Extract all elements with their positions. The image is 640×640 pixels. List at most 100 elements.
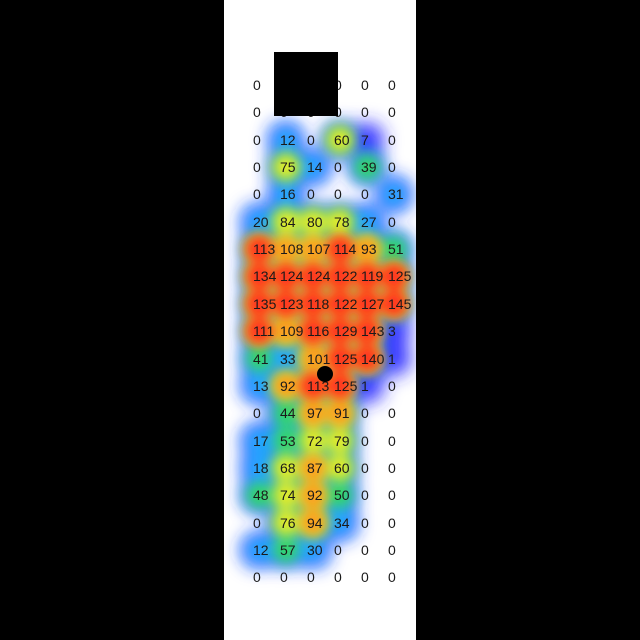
pressure-cell: 0 xyxy=(307,131,315,148)
pressure-cell: 92 xyxy=(307,487,323,504)
heat-blob xyxy=(245,207,273,236)
heat-blob xyxy=(327,126,353,153)
pressure-value-grid: 0000000000000120607007514039001600031208… xyxy=(224,0,416,640)
heat-blob xyxy=(273,536,299,563)
pressure-cell: 113 xyxy=(253,241,276,258)
heat-blob xyxy=(300,427,326,454)
pressure-cell: 18 xyxy=(253,459,269,476)
heat-blob xyxy=(326,508,354,537)
pressure-cell: 17 xyxy=(253,432,269,449)
pressure-cell: 111 xyxy=(253,323,275,340)
pressure-cell: 3 xyxy=(388,323,396,340)
pressure-cell: 0 xyxy=(361,432,369,449)
pressure-cell: 84 xyxy=(280,213,296,230)
pressure-cell: 0 xyxy=(388,541,396,558)
pressure-cell: 0 xyxy=(307,569,315,586)
pressure-cell: 108 xyxy=(280,241,304,258)
heat-blob xyxy=(327,345,353,372)
pressure-cell: 12 xyxy=(253,541,269,558)
pressure-cell: 0 xyxy=(388,487,396,504)
heat-blob xyxy=(327,427,353,454)
pressure-cell: 0 xyxy=(388,569,396,586)
pressure-cell: 31 xyxy=(388,186,404,203)
pressure-cell: 0 xyxy=(361,104,369,121)
heat-blob xyxy=(381,290,407,317)
heat-blob xyxy=(354,345,380,372)
pressure-cell: 143 xyxy=(361,323,385,340)
pressure-cell: 0 xyxy=(280,569,288,586)
pressure-cell: 75 xyxy=(280,159,296,176)
pressure-cell: 0 xyxy=(253,569,261,586)
pressure-cell: 27 xyxy=(361,213,377,230)
pressure-cell: 78 xyxy=(334,213,350,230)
pressure-cell: 140 xyxy=(361,350,385,367)
pressure-cell: 0 xyxy=(361,186,369,203)
heat-blob xyxy=(245,535,273,564)
pressure-cell: 0 xyxy=(253,405,261,422)
pressure-cell: 39 xyxy=(361,159,377,176)
pressure-cell: 0 xyxy=(361,405,369,422)
heat-blob xyxy=(377,341,411,376)
pressure-cell: 0 xyxy=(253,77,261,93)
pressure-cell: 44 xyxy=(280,405,296,422)
heat-blob xyxy=(273,290,299,317)
heat-blob xyxy=(354,290,380,317)
heat-blob xyxy=(327,482,353,509)
pressure-cell: 80 xyxy=(307,213,323,230)
pressure-cell: 0 xyxy=(334,186,342,203)
pressure-cell: 0 xyxy=(361,541,369,558)
heat-blob xyxy=(273,236,299,263)
pressure-cell: 0 xyxy=(334,159,342,176)
pressure-map-panel: 0000000000000120607007514039001600031208… xyxy=(224,0,416,640)
heat-blob xyxy=(245,371,273,400)
pressure-cell: 13 xyxy=(253,377,269,394)
pressure-cell: 113 xyxy=(307,377,330,394)
pressure-cell: 51 xyxy=(388,241,404,258)
pressure-cell: 76 xyxy=(280,514,296,531)
pressure-cell: 0 xyxy=(388,104,396,121)
heat-blob xyxy=(350,368,384,403)
heat-blob xyxy=(273,208,299,235)
heat-blob xyxy=(300,345,326,372)
heat-blob xyxy=(273,154,299,181)
heat-blob xyxy=(300,236,326,263)
heat-blob xyxy=(273,454,299,481)
heat-blob xyxy=(273,509,299,536)
pressure-cell: 101 xyxy=(307,350,331,367)
pressure-cell: 50 xyxy=(334,487,350,504)
heatmap-overlay xyxy=(242,122,411,567)
pressure-cell: 92 xyxy=(280,377,296,394)
heat-blob xyxy=(327,372,353,399)
pressure-cell: 0 xyxy=(361,487,369,504)
pressure-cell: 57 xyxy=(280,541,296,558)
pressure-cell: 1 xyxy=(361,377,369,394)
pressure-cell: 124 xyxy=(280,268,304,285)
pressure-cell: 0 xyxy=(388,159,396,176)
pressure-cell: 145 xyxy=(388,295,412,312)
pressure-cell: 125 xyxy=(334,350,358,367)
pressure-cell: 12 xyxy=(280,131,296,148)
pressure-cell: 0 xyxy=(388,131,396,148)
pressure-cell: 53 xyxy=(280,432,296,449)
pressure-cell: 0 xyxy=(334,569,342,586)
heat-blob xyxy=(273,400,299,427)
heat-blob xyxy=(273,372,299,399)
pressure-cell: 0 xyxy=(388,459,396,476)
pressure-cell: 0 xyxy=(388,514,396,531)
pressure-cell: 0 xyxy=(388,77,396,93)
pressure-cell: 125 xyxy=(388,268,412,285)
pressure-cell: 114 xyxy=(334,241,357,258)
pressure-cell: 20 xyxy=(253,213,269,230)
heat-blob xyxy=(299,153,327,182)
heat-blob xyxy=(327,290,353,317)
pressure-cell: 122 xyxy=(334,268,358,285)
heat-blob xyxy=(246,290,272,317)
pressure-cell: 0 xyxy=(388,213,396,230)
heat-blob xyxy=(272,344,300,373)
heat-blob xyxy=(377,314,411,349)
pressure-cell: 93 xyxy=(361,241,377,258)
pressure-cell: 68 xyxy=(280,459,296,476)
heat-blob xyxy=(245,453,273,482)
heat-blob xyxy=(380,180,408,209)
